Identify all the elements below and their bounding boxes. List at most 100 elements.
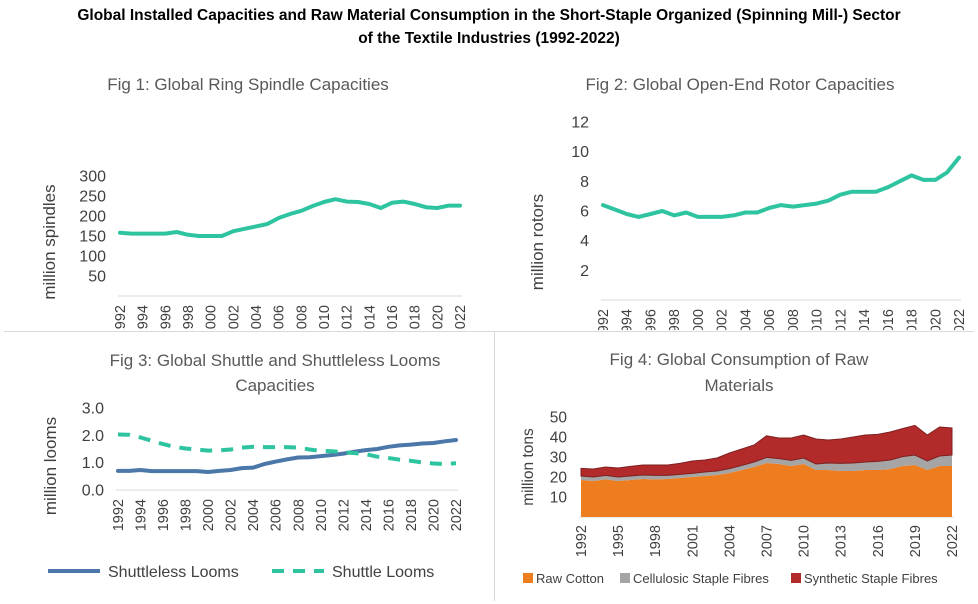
x-tick-label: 2006 [762, 309, 778, 330]
series-line-0 [118, 197, 462, 238]
x-tick-label: 2012 [833, 309, 849, 330]
x-tick-label: 1994 [136, 305, 152, 330]
x-tick-label: 2010 [797, 525, 813, 557]
x-tick-label: 2016 [881, 309, 897, 330]
x-tick-label: 2008 [294, 305, 310, 330]
y-tick-label: 2 [580, 263, 589, 280]
x-tick-label: 2012 [336, 499, 352, 531]
chart-fig3-svg: Fig 3: Global Shuttle and Shuttleless Lo… [41, 351, 465, 581]
chart-title-line: Materials [705, 376, 774, 395]
y-tick-label: 10 [571, 144, 589, 161]
x-tick-label: 1994 [620, 309, 636, 330]
x-tick-label: 1992 [574, 525, 590, 557]
x-tick-label: 2001 [685, 525, 701, 557]
x-tick-label: 2012 [340, 305, 356, 330]
main-title-line2: of the Textile Industries (1992-2022) [358, 30, 620, 47]
x-tick-label: 1998 [181, 305, 197, 330]
x-tick-label: 2013 [834, 525, 850, 557]
x-tick-label: 1995 [611, 525, 627, 557]
x-tick-label: 2010 [317, 305, 333, 330]
main-title-line1: Global Installed Capacities and Raw Mate… [77, 7, 901, 24]
x-tick-label: 2000 [691, 309, 707, 330]
y-tick-label: 40 [550, 430, 568, 447]
series-line-0 [601, 155, 961, 219]
x-tick-label: 1992 [596, 309, 612, 330]
x-tick-label: 2010 [810, 309, 826, 330]
x-tick-label: 1996 [643, 309, 659, 330]
x-tick-label: 2002 [715, 309, 731, 330]
y-tick-label: 200 [79, 209, 106, 226]
x-tick-label: 2018 [404, 499, 420, 531]
x-tick-label: 1994 [134, 499, 150, 531]
chart-title: Fig 2: Global Open-End Rotor Capacities [586, 75, 895, 94]
x-tick-label: 2006 [272, 305, 288, 330]
y-axis-label: million rotors [528, 194, 547, 290]
legend-label: Raw Cotton [536, 571, 604, 586]
x-tick-label: 2008 [786, 309, 802, 330]
chart-fig2: Fig 2: Global Open-End Rotor Capacities m… [489, 56, 978, 330]
x-tick-label: 2014 [359, 499, 375, 531]
x-tick-label: 2018 [408, 305, 424, 330]
y-tick-label: 6 [580, 204, 589, 221]
x-tick-label: 2016 [385, 305, 401, 330]
chart-fig2-svg: Fig 2: Global Open-End Rotor Capacities m… [528, 75, 968, 330]
area-raw-cotton [581, 463, 952, 517]
legend-label: Cellulosic Staple Fibres [633, 571, 769, 586]
y-tick-label: 20 [550, 470, 568, 487]
area-cellulosic-staple-fibres [581, 455, 952, 481]
x-tick-label: 2000 [204, 305, 220, 330]
panel-divider-horizontal [4, 331, 974, 332]
y-tick-label: 4 [580, 233, 589, 250]
series-line-shuttleless-looms [116, 438, 458, 474]
chart-title-line: Fig 3: Global Shuttle and Shuttleless Lo… [110, 351, 441, 370]
legend-swatch [791, 573, 801, 583]
x-tick-label: 2007 [760, 525, 776, 557]
y-tick-label: 12 [571, 115, 589, 132]
y-tick-label: 300 [79, 169, 106, 186]
y-tick-label: 150 [79, 229, 106, 246]
x-tick-label: 2004 [738, 309, 754, 330]
y-tick-label: 1.0 [82, 455, 104, 472]
x-tick-label: 1992 [111, 499, 127, 531]
y-tick-label: 0.0 [82, 483, 104, 500]
legend-label: Synthetic Staple Fibres [804, 571, 938, 586]
x-tick-label: 2008 [291, 499, 307, 531]
y-tick-label: 50 [88, 269, 106, 286]
y-tick-label: 100 [79, 249, 106, 266]
x-tick-label: 2000 [201, 499, 217, 531]
chart-fig1-svg: Fig 1: Global Ring Spindle Capacities mil… [40, 75, 469, 330]
x-tick-label: 2010 [314, 499, 330, 531]
y-tick-label: 30 [550, 450, 568, 467]
legend-label: Shuttleless Looms [108, 564, 239, 581]
x-tick-label: 1996 [156, 499, 172, 531]
x-tick-label: 2006 [269, 499, 285, 531]
x-tick-label: 2020 [430, 305, 446, 330]
x-tick-label: 2002 [226, 305, 242, 330]
y-tick-label: 50 [550, 410, 568, 427]
series-line-shuttle-looms [117, 432, 457, 466]
x-tick-label: 2004 [249, 305, 265, 330]
panel-divider-vertical [494, 331, 495, 601]
x-tick-label: 2019 [908, 525, 924, 557]
x-tick-label: 2022 [945, 525, 961, 557]
main-title: Global Installed Capacities and Raw Mate… [0, 4, 978, 50]
y-axis-label: million spindles [40, 184, 59, 299]
legend-swatch [620, 573, 630, 583]
chart-fig1: Fig 1: Global Ring Spindle Capacities mil… [0, 56, 489, 330]
x-tick-label: 2014 [362, 305, 378, 330]
x-tick-label: 2014 [857, 309, 873, 330]
y-tick-label: 3.0 [82, 401, 104, 418]
x-tick-label: 1992 [113, 305, 129, 330]
x-tick-label: 2022 [952, 309, 968, 330]
chart-fig4: Fig 4: Global Consumption of Raw Material… [495, 333, 978, 604]
chart-title: Fig 1: Global Ring Spindle Capacities [107, 75, 389, 94]
y-axis-label: million tons [520, 428, 537, 506]
x-tick-label: 2018 [905, 309, 921, 330]
y-tick-label: 2.0 [82, 428, 104, 445]
x-tick-label: 1998 [179, 499, 195, 531]
x-tick-label: 2022 [453, 305, 469, 330]
y-tick-label: 8 [580, 174, 589, 191]
chart-fig4-svg: Fig 4: Global Consumption of Raw Material… [520, 350, 961, 586]
legend-swatch [523, 573, 533, 583]
y-tick-label: 10 [550, 490, 568, 507]
